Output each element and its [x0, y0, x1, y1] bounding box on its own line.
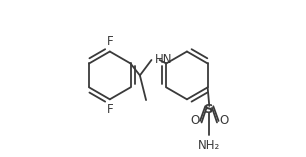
Text: O: O — [190, 114, 200, 127]
Text: NH₂: NH₂ — [198, 139, 220, 152]
Text: O: O — [219, 114, 228, 127]
Text: S: S — [204, 103, 214, 116]
Text: F: F — [106, 35, 113, 48]
Text: HN: HN — [155, 54, 173, 67]
Text: F: F — [106, 103, 113, 116]
